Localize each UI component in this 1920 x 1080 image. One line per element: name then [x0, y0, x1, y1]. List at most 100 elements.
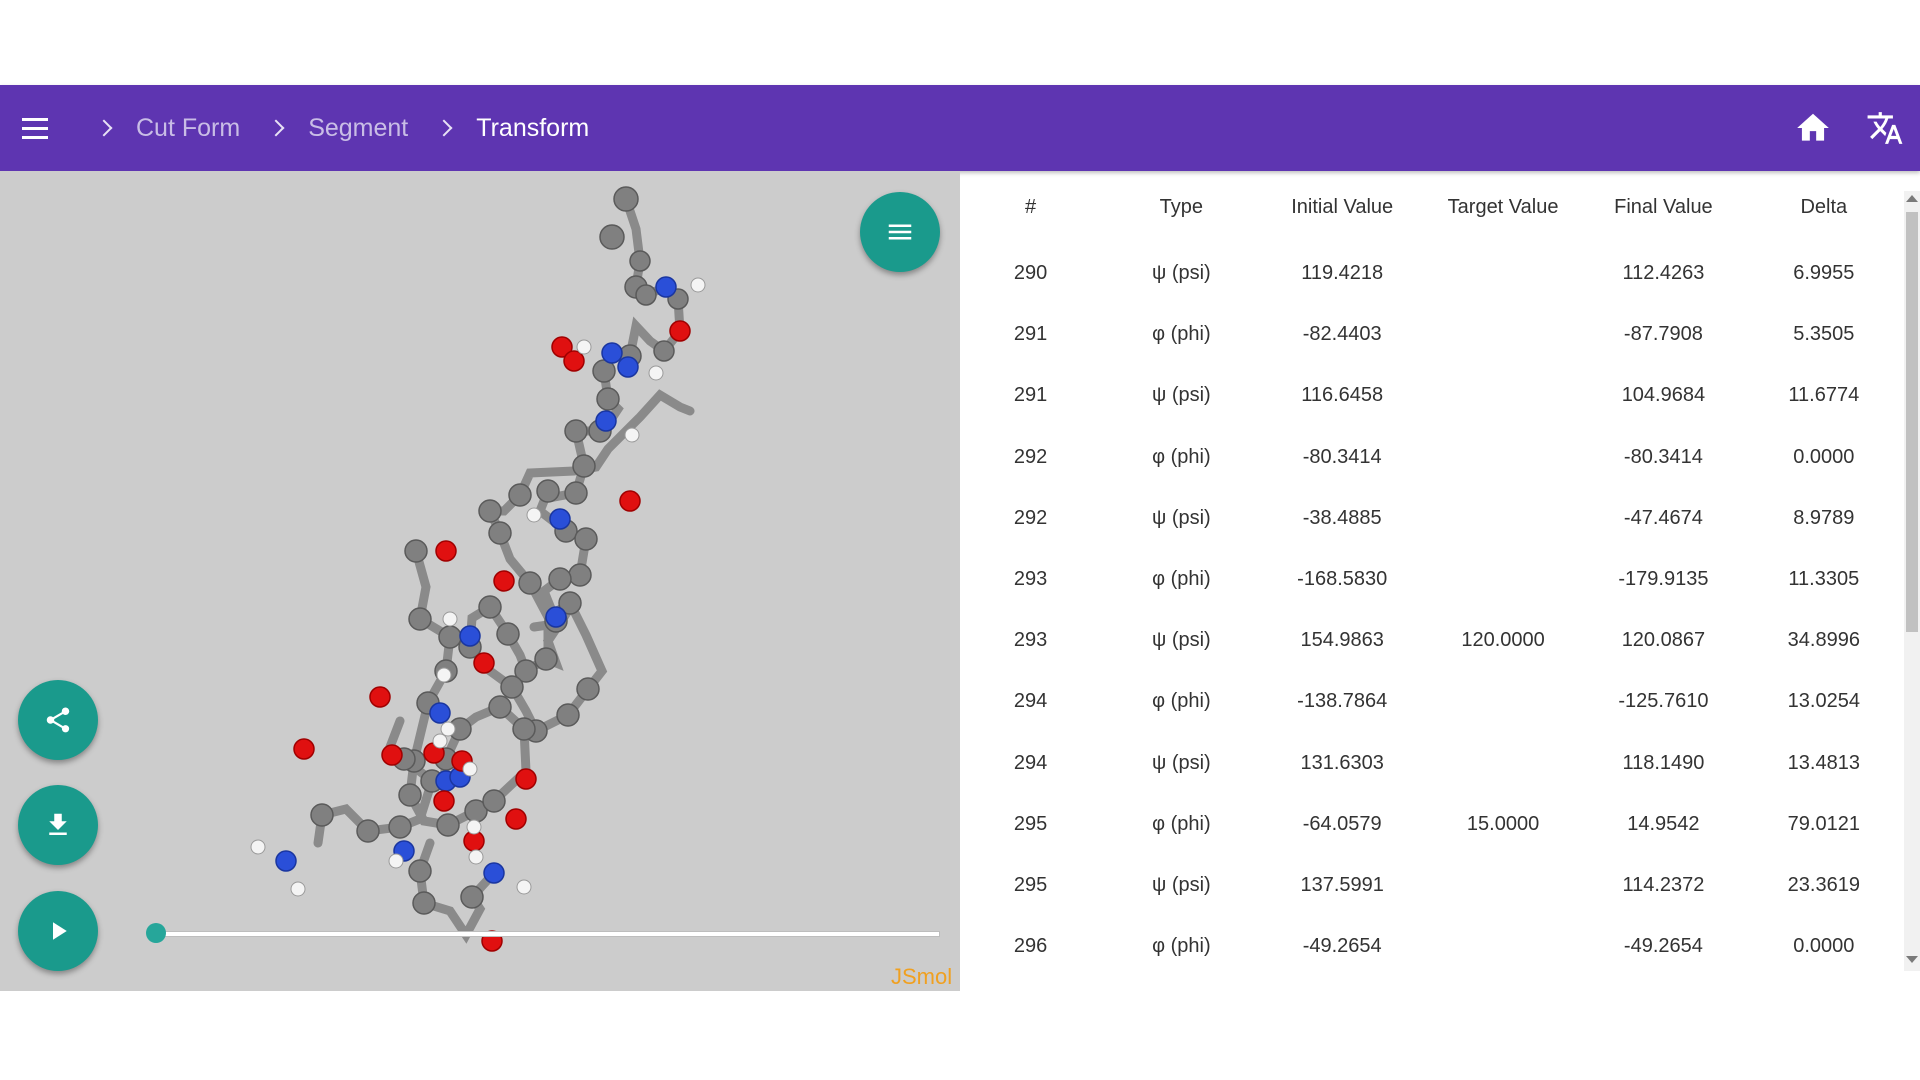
cell-final-value: 118.1490	[1622, 751, 1705, 774]
cell-target-value	[1423, 243, 1583, 304]
table-row[interactable]: 293 ψ (psi) 154.9863 120.0000 120.0867 34.899…	[960, 610, 1904, 671]
cell-target-value	[1423, 488, 1583, 549]
cell-index: 294	[1013, 690, 1048, 713]
download-icon	[49, 813, 67, 835]
cell-type: φ (phi)	[1152, 445, 1211, 468]
scrollbar-thumb[interactable]	[1906, 212, 1918, 632]
cell-target-value: 120.0000	[1461, 629, 1545, 652]
table-row[interactable]: 293 φ (phi) -168.5830 -179.9135 11.3305	[960, 549, 1904, 610]
table-row[interactable]: 292 ψ (psi) -38.4885 -47.4674 8.9789	[960, 488, 1904, 549]
cell-delta: 23.3619	[1787, 873, 1860, 896]
cell-target-value	[1423, 365, 1583, 426]
cell-type: ψ (psi)	[1152, 873, 1211, 896]
play-button[interactable]	[18, 891, 98, 971]
chevron-right-icon	[435, 119, 453, 137]
cell-target-value	[1423, 671, 1583, 732]
cell-initial-value: -168.5830	[1297, 568, 1388, 591]
cell-initial-value: -138.7864	[1297, 690, 1388, 713]
breadcrumb-segment[interactable]: Segment	[308, 113, 409, 142]
cell-final-value: -47.4674	[1623, 506, 1703, 529]
breadcrumb: Cut Form Segment Transform	[90, 85, 611, 171]
frame-slider-thumb[interactable]	[146, 923, 166, 943]
menu-icon	[888, 224, 912, 240]
table-row[interactable]: 294 φ (phi) -138.7864 -125.7610 13.0254	[960, 671, 1904, 732]
hamburger-menu-icon[interactable]	[20, 112, 50, 144]
cell-index: 296	[1013, 935, 1048, 958]
cell-type: ψ (psi)	[1152, 262, 1211, 285]
cell-type: φ (phi)	[1152, 690, 1211, 713]
cell-index: 292	[1013, 445, 1048, 468]
table-row[interactable]: 292 φ (phi) -80.3414 -80.3414 0.0000	[960, 427, 1904, 488]
table-row[interactable]: 294 ψ (psi) 131.6303 118.1490 13.4813	[960, 733, 1904, 794]
cell-index: 290	[1013, 262, 1048, 285]
cell-initial-value: -64.0579	[1302, 812, 1382, 835]
cell-type: φ (phi)	[1152, 568, 1211, 591]
column-header-initial-value: Initial Value	[1291, 195, 1394, 218]
cell-type: φ (phi)	[1152, 935, 1211, 958]
breadcrumb-cut-form[interactable]: Cut Form	[136, 113, 241, 142]
cell-type: ψ (psi)	[1152, 384, 1211, 407]
share-icon	[46, 707, 70, 733]
cell-delta: 5.3505	[1793, 323, 1855, 346]
cell-final-value: 104.9684	[1621, 384, 1706, 407]
jsmol-watermark: JSmol	[891, 964, 953, 989]
cell-final-value: -87.7908	[1623, 323, 1703, 346]
home-icon[interactable]	[1794, 109, 1832, 147]
molecule-structure[interactable]	[0, 171, 960, 991]
column-header-index: #	[1025, 195, 1037, 218]
cell-type: φ (phi)	[1152, 323, 1211, 346]
play-icon	[53, 922, 67, 940]
column-header-target-value: Target Value	[1447, 195, 1559, 218]
cell-initial-value: 137.5991	[1300, 873, 1384, 896]
cell-delta: 11.6774	[1788, 384, 1860, 407]
cell-final-value: -80.3414	[1623, 445, 1703, 468]
cell-target-value: 15.0000	[1466, 812, 1540, 835]
cell-index: 292	[1013, 506, 1048, 529]
cell-delta: 0.0000	[1793, 445, 1855, 468]
cell-initial-value: 154.9863	[1300, 629, 1384, 652]
cell-delta: 79.0121	[1787, 812, 1860, 835]
cell-delta: 6.9955	[1793, 262, 1855, 285]
share-button[interactable]	[18, 680, 98, 760]
molecule-viewer[interactable]: JSmol	[0, 171, 960, 991]
cell-index: 295	[1013, 812, 1048, 835]
cell-index: 291	[1013, 323, 1048, 346]
table-row[interactable]: 296 φ (phi) -49.2654 -49.2654 0.0000	[960, 916, 1904, 970]
cell-delta: 34.8996	[1787, 629, 1860, 652]
cell-final-value: -49.2654	[1623, 935, 1703, 958]
cell-delta: 13.4813	[1787, 751, 1860, 774]
viewer-menu-button[interactable]	[860, 192, 940, 272]
cell-final-value: 14.9542	[1627, 812, 1700, 835]
chevron-right-icon	[95, 119, 113, 137]
translate-icon[interactable]	[1866, 109, 1904, 147]
table-row[interactable]: 290 ψ (psi) 119.4218 112.4263 6.9955	[960, 243, 1904, 304]
table-row[interactable]: 295 ψ (psi) 137.5991 114.2372 23.3619	[960, 855, 1904, 916]
column-header-type: Type	[1159, 195, 1204, 218]
cell-target-value	[1423, 549, 1583, 610]
cell-target-value	[1423, 916, 1583, 970]
cell-index: 293	[1013, 629, 1048, 652]
scroll-down-arrow-icon[interactable]	[1906, 956, 1918, 963]
cell-target-value	[1423, 427, 1583, 488]
download-button[interactable]	[18, 785, 98, 865]
cell-final-value: 120.0867	[1621, 629, 1706, 652]
cell-initial-value: -80.3414	[1302, 445, 1382, 468]
dihedral-table-panel[interactable]: # Type Initial Value Target Value Final …	[960, 171, 1904, 970]
frame-slider-track[interactable]	[156, 931, 940, 937]
column-header-delta: Delta	[1800, 195, 1848, 218]
cell-delta: 8.9789	[1793, 506, 1855, 529]
cell-index: 293	[1013, 568, 1048, 591]
cell-target-value	[1423, 733, 1583, 794]
cell-index: 294	[1013, 751, 1048, 774]
table-row[interactable]: 295 φ (phi) -64.0579 15.0000 14.9542 79.0121	[960, 794, 1904, 855]
table-row[interactable]: 291 ψ (psi) 116.6458 104.9684 11.6774	[960, 365, 1904, 426]
cell-final-value: -179.9135	[1618, 568, 1709, 591]
cell-index: 295	[1013, 873, 1048, 896]
cell-type: ψ (psi)	[1152, 629, 1211, 652]
dihedral-table: # Type Initial Value Target Value Final …	[960, 171, 1904, 970]
cell-delta: 0.0000	[1793, 935, 1855, 958]
cell-initial-value: -82.4403	[1302, 323, 1382, 346]
cell-initial-value: 119.4218	[1301, 262, 1384, 285]
table-row[interactable]: 291 φ (phi) -82.4403 -87.7908 5.3505	[960, 304, 1904, 365]
scroll-up-arrow-icon[interactable]	[1906, 195, 1918, 202]
